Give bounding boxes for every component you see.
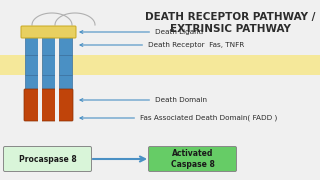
FancyBboxPatch shape bbox=[4, 147, 92, 172]
Bar bbox=[0, 55, 320, 75]
FancyBboxPatch shape bbox=[58, 89, 73, 121]
FancyBboxPatch shape bbox=[41, 89, 56, 121]
Bar bbox=[25, 55, 38, 75]
Bar bbox=[25, 35, 38, 55]
Bar bbox=[25, 75, 38, 90]
FancyBboxPatch shape bbox=[21, 26, 76, 38]
Bar bbox=[59, 35, 72, 55]
Text: Procaspase 8: Procaspase 8 bbox=[19, 154, 76, 163]
FancyBboxPatch shape bbox=[148, 147, 236, 172]
Bar bbox=[59, 75, 72, 90]
Text: Death Ligand: Death Ligand bbox=[80, 29, 203, 35]
Bar bbox=[42, 35, 55, 55]
Text: Fas Associated Death Domain( FADD ): Fas Associated Death Domain( FADD ) bbox=[80, 115, 277, 121]
FancyBboxPatch shape bbox=[24, 89, 39, 121]
Text: Death Receptor  Fas, TNFR: Death Receptor Fas, TNFR bbox=[80, 42, 244, 48]
Bar bbox=[42, 55, 55, 75]
Text: DEATH RECEPTOR PATHWAY /: DEATH RECEPTOR PATHWAY / bbox=[145, 12, 315, 22]
Bar bbox=[55, 35, 59, 130]
Bar bbox=[59, 55, 72, 75]
Text: Activated
Caspase 8: Activated Caspase 8 bbox=[171, 149, 214, 169]
Text: EXTRINSIC PATHWAY: EXTRINSIC PATHWAY bbox=[170, 24, 291, 34]
Bar bbox=[38, 35, 42, 130]
Text: Death Domain: Death Domain bbox=[80, 97, 207, 103]
Bar bbox=[42, 75, 55, 90]
